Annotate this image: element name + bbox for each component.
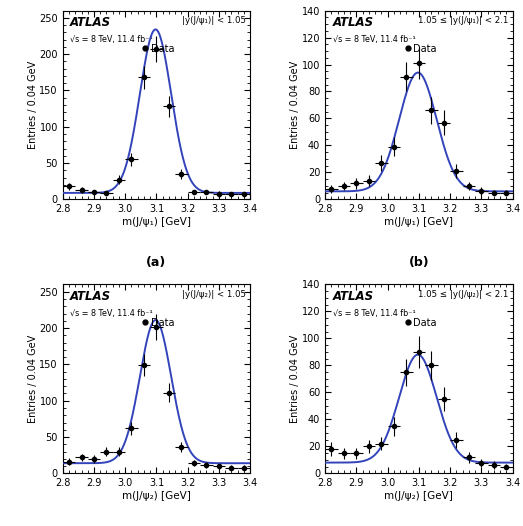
Legend: Data: Data [139, 314, 178, 332]
Text: √s = 8 TeV, 11.4 fb⁻¹: √s = 8 TeV, 11.4 fb⁻¹ [333, 309, 415, 318]
Text: (a): (a) [146, 256, 167, 269]
Y-axis label: Entries / 0.04 GeV: Entries / 0.04 GeV [28, 61, 38, 149]
Text: |y(J/ψ₂)| < 1.05: |y(J/ψ₂)| < 1.05 [183, 290, 246, 299]
X-axis label: m(J/ψ₁) [GeV]: m(J/ψ₁) [GeV] [122, 217, 191, 227]
Text: √s = 8 TeV, 11.4 fb⁻¹: √s = 8 TeV, 11.4 fb⁻¹ [70, 309, 153, 318]
Text: (b): (b) [408, 256, 429, 269]
Y-axis label: Entries / 0.04 GeV: Entries / 0.04 GeV [290, 61, 300, 149]
Text: 1.05 ≤ |y(J/ψ₂)| < 2.1: 1.05 ≤ |y(J/ψ₂)| < 2.1 [418, 290, 509, 299]
Legend: Data: Data [139, 40, 178, 58]
X-axis label: m(J/ψ₂) [GeV]: m(J/ψ₂) [GeV] [122, 491, 191, 501]
Text: ATLAS: ATLAS [333, 16, 374, 29]
Text: √s = 8 TeV, 11.4 fb⁻¹: √s = 8 TeV, 11.4 fb⁻¹ [70, 35, 153, 44]
Text: √s = 8 TeV, 11.4 fb⁻¹: √s = 8 TeV, 11.4 fb⁻¹ [333, 35, 415, 44]
X-axis label: m(J/ψ₂) [GeV]: m(J/ψ₂) [GeV] [384, 491, 453, 501]
Text: ATLAS: ATLAS [333, 290, 374, 303]
Text: |y(J/ψ₁)| < 1.05: |y(J/ψ₁)| < 1.05 [183, 16, 246, 25]
Legend: Data: Data [401, 314, 440, 332]
Text: ATLAS: ATLAS [70, 16, 111, 29]
Text: ATLAS: ATLAS [70, 290, 111, 303]
Legend: Data: Data [401, 40, 440, 58]
X-axis label: m(J/ψ₁) [GeV]: m(J/ψ₁) [GeV] [384, 217, 453, 227]
Y-axis label: Entries / 0.04 GeV: Entries / 0.04 GeV [28, 335, 38, 423]
Text: 1.05 ≤ |y(J/ψ₁)| < 2.1: 1.05 ≤ |y(J/ψ₁)| < 2.1 [418, 16, 509, 25]
Y-axis label: Entries / 0.04 GeV: Entries / 0.04 GeV [290, 335, 300, 423]
